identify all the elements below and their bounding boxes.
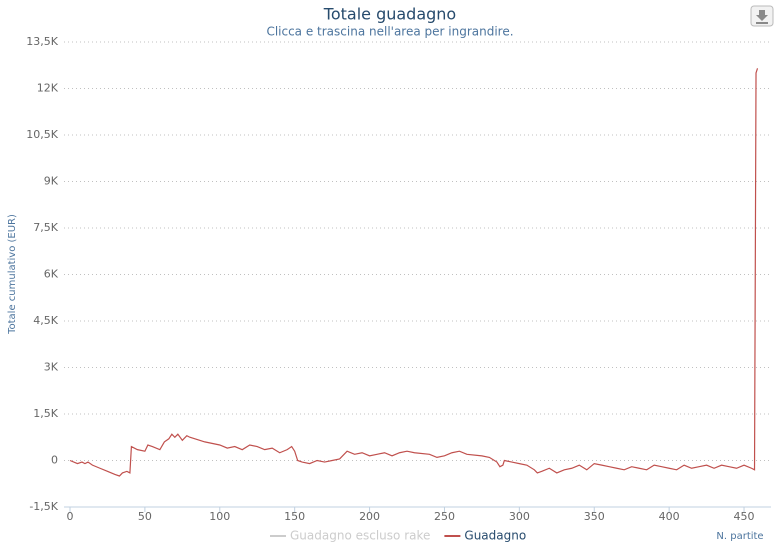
- x-tick-label: 450: [734, 510, 755, 523]
- y-tick-label: 10,5K: [26, 128, 58, 141]
- chart-title: Totale guadagno: [323, 5, 456, 24]
- legend-item[interactable]: Guadagno: [444, 529, 526, 543]
- y-tick-label: 7,5K: [33, 221, 58, 234]
- x-tick-label: 400: [659, 510, 680, 523]
- x-tick-label: 0: [66, 510, 73, 523]
- legend-item[interactable]: Guadagno escluso rake: [270, 529, 430, 543]
- legend-label: Guadagno escluso rake: [290, 529, 430, 543]
- x-tick-label: 350: [584, 510, 605, 523]
- data-line: [69, 68, 759, 477]
- x-tick-label: 50: [138, 510, 152, 523]
- export-button[interactable]: [750, 5, 774, 27]
- chart-subtitle: Clicca e trascina nell'area per ingrandi…: [266, 25, 513, 39]
- x-tick-label: 150: [284, 510, 305, 523]
- y-tick-label: 3K: [44, 361, 59, 374]
- y-tick-label: 6K: [44, 268, 59, 281]
- y-axis-title: Totale cumulativo (EUR): [7, 214, 18, 335]
- y-tick-label: 0: [51, 454, 58, 467]
- y-tick-label: -1,5K: [29, 500, 58, 513]
- y-tick-label: 1,5K: [33, 407, 58, 420]
- y-tick-label: 13,5K: [26, 35, 58, 48]
- x-tick-label: 300: [509, 510, 530, 523]
- x-axis-title: N. partite: [716, 531, 763, 542]
- y-tick-label: 12K: [37, 82, 59, 95]
- x-tick-label: 200: [359, 510, 380, 523]
- export-icon: [756, 10, 768, 24]
- x-tick-label: 100: [209, 510, 230, 523]
- legend-label: Guadagno: [464, 529, 526, 543]
- y-tick-label: 9K: [44, 175, 59, 188]
- x-tick-label: 250: [434, 510, 455, 523]
- y-tick-label: 4,5K: [33, 314, 58, 327]
